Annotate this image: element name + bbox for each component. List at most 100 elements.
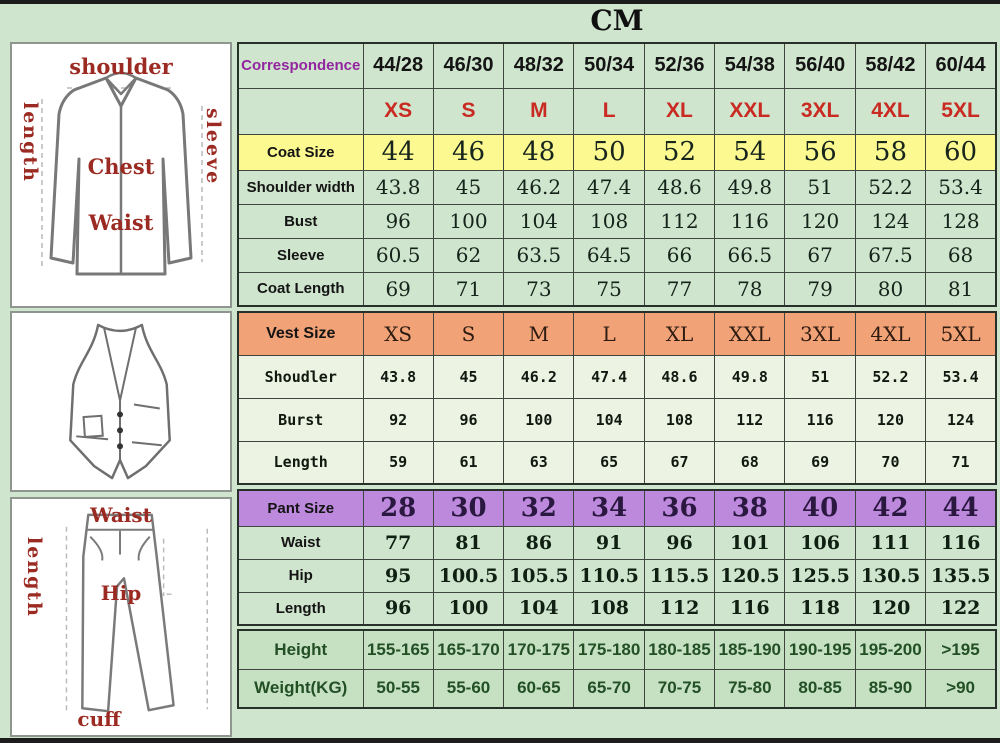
cell-value: 71 <box>432 271 505 307</box>
cell-value: XL <box>643 87 716 135</box>
cell-value: 40 <box>784 489 856 527</box>
table-row-length: Length 96 100 104 108 112 116 118 120 122 <box>237 591 997 626</box>
cell-value: 75 <box>573 271 645 307</box>
cell-value: 81 <box>925 271 997 307</box>
cell-value: 101 <box>714 525 786 560</box>
row-label: Waist <box>237 525 364 560</box>
cell-value: 32 <box>503 489 575 527</box>
cell-value: 70 <box>854 440 927 485</box>
tbody-coat: Correspondence 44/28 46/30 48/32 50/34 52/36 5… <box>237 42 997 307</box>
row-label: Coat Size <box>237 133 364 171</box>
cell-value: 66 <box>643 237 716 273</box>
jacket-chest-label: Chest <box>87 154 155 179</box>
row-label: Coat Length <box>237 271 364 307</box>
cell-value: 128 <box>925 203 997 239</box>
cell-value: 185-190 <box>714 629 786 670</box>
cell-value: L <box>573 87 645 135</box>
cell-value: 165-170 <box>432 629 505 670</box>
cell-value: 46.2 <box>503 169 575 205</box>
cell-value: 58 <box>854 133 927 171</box>
cell-value: 5XL <box>925 87 997 135</box>
cell-value: 175-180 <box>573 629 645 670</box>
cell-value: 62 <box>432 237 505 273</box>
jacket-shoulder-label: shoulder <box>69 54 173 79</box>
cell-value: 108 <box>573 591 645 626</box>
cell-value: 116 <box>714 203 786 239</box>
cell-value: 77 <box>362 525 434 560</box>
cell-value: 100 <box>432 203 505 239</box>
cell-value: 52 <box>643 133 716 171</box>
cell-value: 44 <box>362 133 434 171</box>
cell-value: 69 <box>784 440 856 485</box>
table-row-shoulder-width: Shoulder width 43.8 45 46.2 47.4 48.6 49.8 51 52… <box>237 169 997 205</box>
cell-value: 108 <box>643 397 716 442</box>
cell-value: 58/42 <box>854 42 927 89</box>
cell-value: 91 <box>573 525 645 560</box>
cell-value: 120.5 <box>714 558 786 593</box>
cell-value: XS <box>362 311 434 356</box>
cell-value: 130.5 <box>854 558 927 593</box>
cell-value: 4XL <box>854 311 927 356</box>
cell-value: 48.6 <box>643 169 716 205</box>
cell-value: 122 <box>925 591 997 626</box>
table-row-pant-size: Pant Size 28 30 32 34 36 38 40 42 44 <box>237 489 997 527</box>
cell-value: 43.8 <box>362 354 434 399</box>
cell-value: 50 <box>573 133 645 171</box>
cell-value: 104 <box>503 203 575 239</box>
cell-value: 100 <box>503 397 575 442</box>
cell-value: 79 <box>784 271 856 307</box>
pant-size-table: Pant Size 28 30 32 34 36 38 40 42 44 Waist 77 81 86 91… <box>237 489 997 626</box>
row-label: Vest Size <box>237 311 364 356</box>
row-label: Sleeve <box>237 237 364 273</box>
cell-value: 45 <box>432 169 505 205</box>
pants-length-label: length <box>23 537 45 618</box>
table-row-size-letters: XS S M L XL XXL 3XL 4XL 5XL <box>237 87 997 135</box>
row-label: Bust <box>237 203 364 239</box>
pants-waist-label: Waist <box>90 503 152 527</box>
cell-value: 80 <box>854 271 927 307</box>
cell-value: 56/40 <box>784 42 856 89</box>
cell-value: 71 <box>925 440 997 485</box>
cell-value: 120 <box>784 203 856 239</box>
cell-value: 125.5 <box>784 558 856 593</box>
table-row-burst: Burst 92 96 100 104 108 112 116 120 124 <box>237 397 997 442</box>
coat-size-table: Correspondence 44/28 46/30 48/32 50/34 52/36 5… <box>237 42 997 307</box>
cell-value: 28 <box>362 489 434 527</box>
pants-cuff-label: cuff <box>77 707 121 731</box>
cell-value: 38 <box>714 489 786 527</box>
table-row-bust: Bust 96 100 104 108 112 116 120 124 128 <box>237 203 997 239</box>
cell-value: 81 <box>432 525 505 560</box>
table-row-shoudler: Shoudler 43.8 45 46.2 47.4 48.6 49.8 51 52.2 53.4 <box>237 354 997 399</box>
row-label: Pant Size <box>237 489 364 527</box>
cell-value: 52.2 <box>854 354 927 399</box>
cell-value: 65 <box>573 440 645 485</box>
pants-diagram-panel: Waist length Hip cuff <box>10 497 232 737</box>
cell-value: 34 <box>573 489 645 527</box>
pants-icon <box>65 513 209 713</box>
cell-value: 120 <box>854 591 927 626</box>
cell-value: 135.5 <box>925 558 997 593</box>
height-weight-table: Height 155-165 165-170 170-175 175-180 180-18… <box>237 629 997 709</box>
cell-value: 63 <box>503 440 575 485</box>
cell-value: 48 <box>503 133 575 171</box>
cell-value: 49.8 <box>714 169 786 205</box>
table-row-height: Height 155-165 165-170 170-175 175-180 180-18… <box>237 629 997 670</box>
cell-value: XS <box>362 87 434 135</box>
cell-value: S <box>432 311 505 356</box>
jacket-sleeve-label: sleeve <box>202 108 224 186</box>
cell-value: 53.4 <box>925 169 997 205</box>
cell-value: M <box>503 311 575 356</box>
cell-value: 52.2 <box>854 169 927 205</box>
cell-value: 180-185 <box>643 629 716 670</box>
cell-value: 112 <box>643 591 716 626</box>
table-row-correspondence: Correspondence 44/28 46/30 48/32 50/34 52/36 5… <box>237 42 997 89</box>
cell-value: 3XL <box>784 311 856 356</box>
cell-value: >195 <box>925 629 997 670</box>
bottom-border-strip <box>0 738 1000 743</box>
cell-value: 112 <box>643 203 716 239</box>
table-row-vest-size: Vest Size XS S M L XL XXL 3XL 4XL 5XL <box>237 311 997 356</box>
cell-value: 45 <box>432 354 505 399</box>
cell-value: 105.5 <box>503 558 575 593</box>
cell-value: 66.5 <box>714 237 786 273</box>
cell-value: 65-70 <box>573 668 645 709</box>
